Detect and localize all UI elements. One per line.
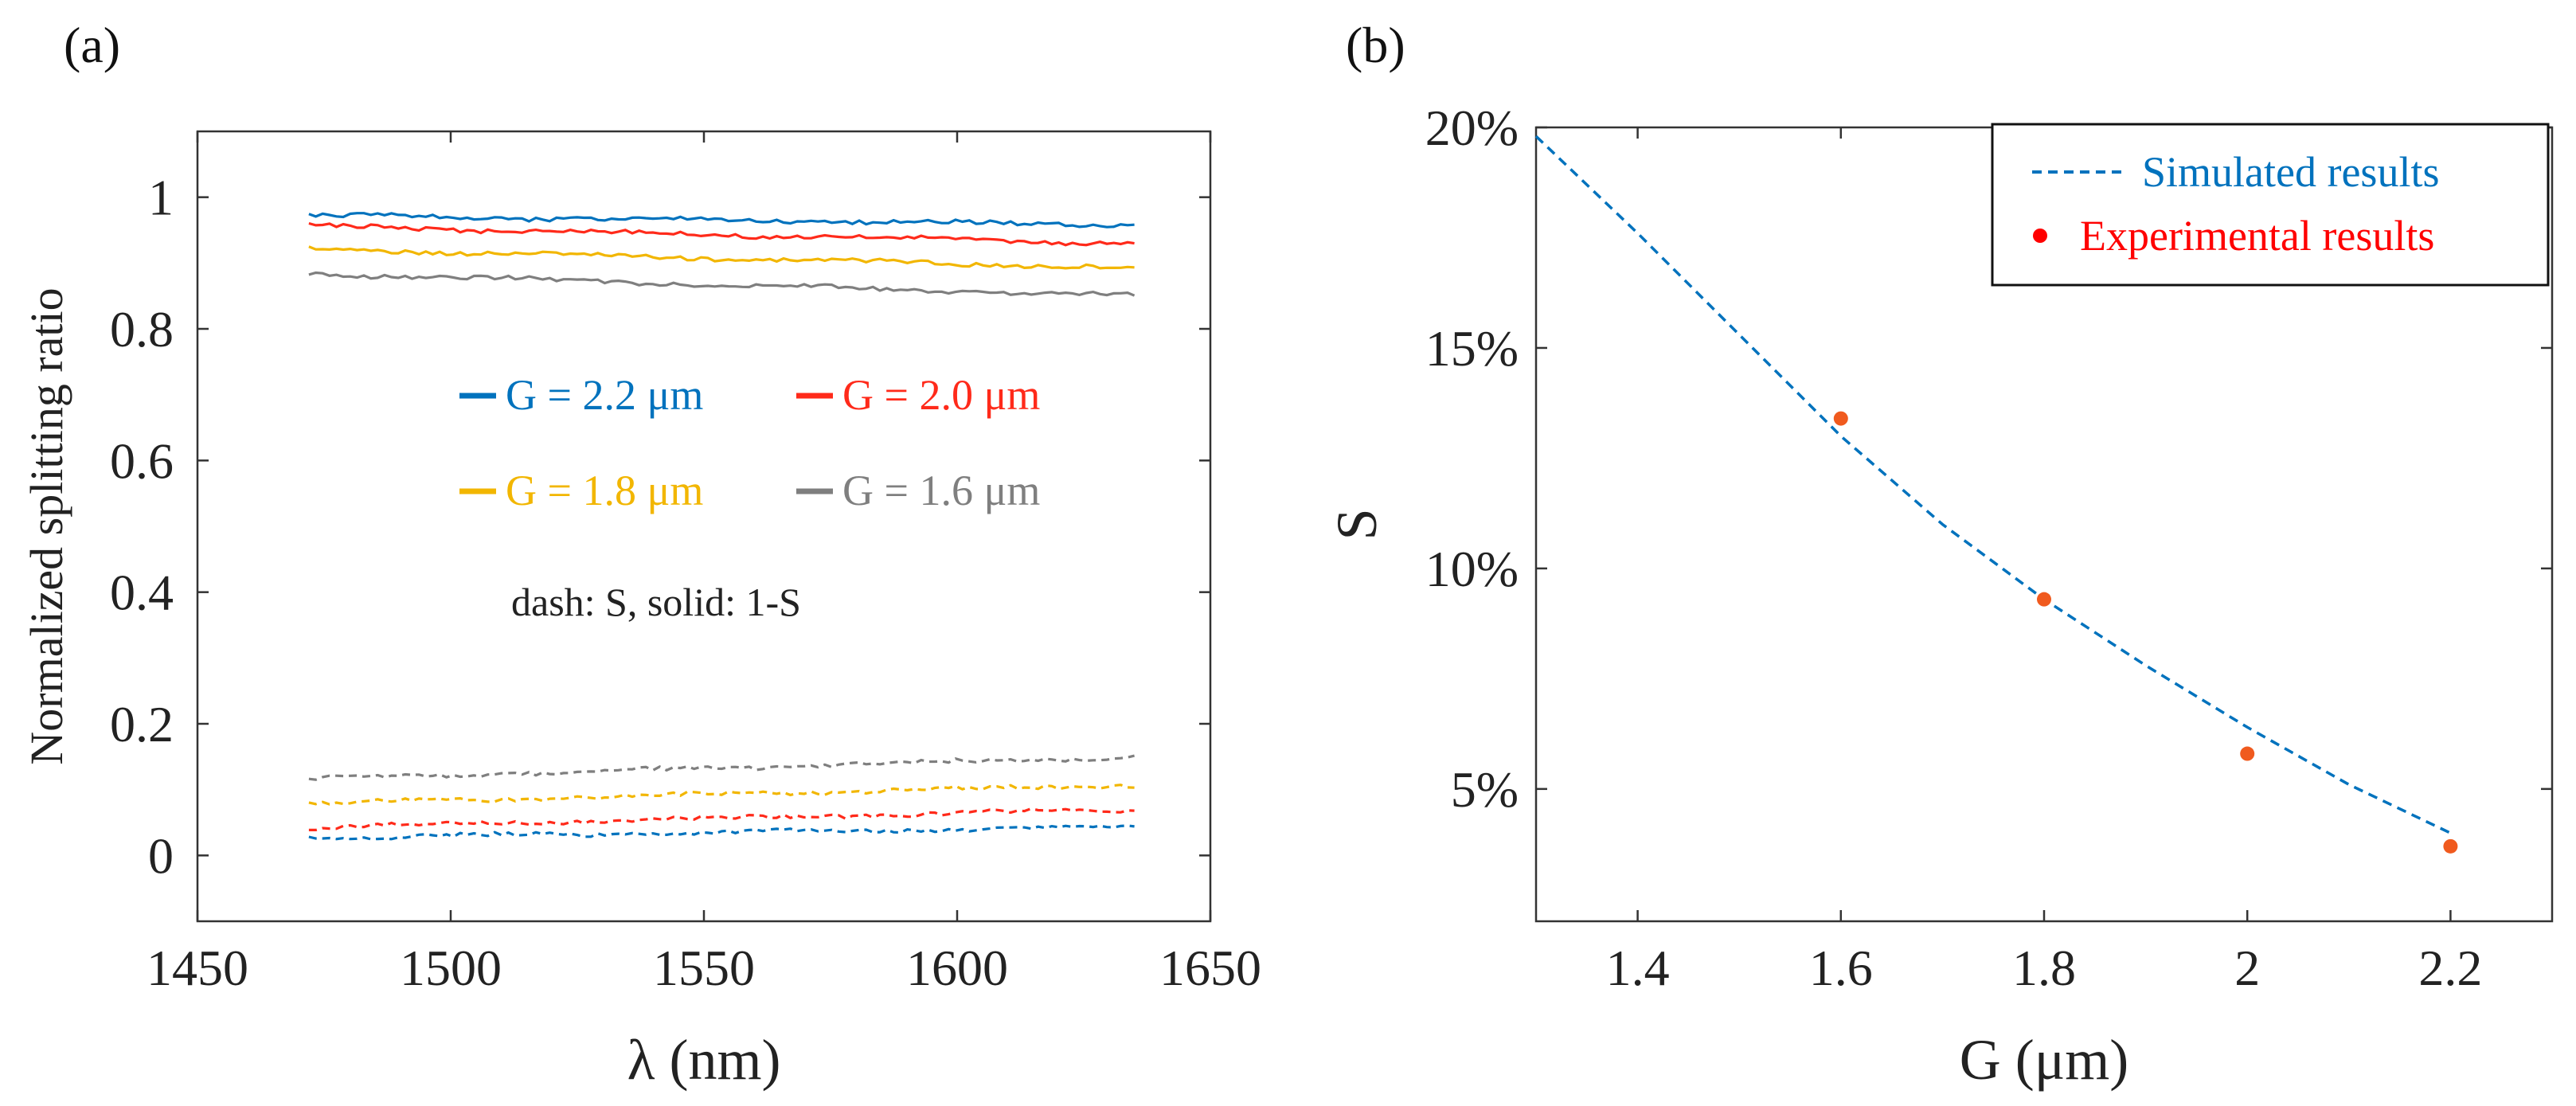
series-line-a-S-7 xyxy=(308,754,1135,781)
y-tick-label-b: 5% xyxy=(1451,761,1519,818)
x-tick-label-a: 1550 xyxy=(653,940,755,996)
annotation-a: dash: S, solid: 1-S xyxy=(511,580,801,624)
series-line-a-S-4 xyxy=(308,824,1135,841)
x-tick-label-b: 1.6 xyxy=(1809,940,1873,996)
y-tick-label-a: 0.2 xyxy=(110,696,174,752)
x-tick-label-a: 1500 xyxy=(400,940,502,996)
series-line-simulated xyxy=(1534,135,2452,834)
chart-b: 1.4 1.6 1.8 2 2.2 5% 10% 15% 20% G (μm) S Simulated… xyxy=(1325,100,2554,1092)
x-tick-label-b: 2 xyxy=(2234,940,2260,996)
legend-label-a: G = 2.0 μm xyxy=(842,371,1040,419)
x-tick-label-b: 1.8 xyxy=(2012,940,2076,996)
legend-label-a: G = 1.8 μm xyxy=(506,467,703,514)
y-tick-label-a: 1 xyxy=(148,170,174,226)
y-tick-label-a: 0.8 xyxy=(110,301,174,358)
x-tick-label-a: 1650 xyxy=(1159,940,1261,996)
series-line-a-S-5 xyxy=(308,807,1135,832)
y-tick-label-a: 0.4 xyxy=(110,565,174,621)
chart-a: 1450 1500 1550 1600 1650 0 0.2 0.4 0.6 0.8 1 λ (nm)… xyxy=(21,130,1261,1092)
series-line-a-1minusS-3 xyxy=(308,271,1136,297)
x-tick-label-b: 1.4 xyxy=(1606,940,1670,996)
x-tick-label-a: 1450 xyxy=(147,940,248,996)
y-axis-label-a: Normalized splitting ratio xyxy=(21,287,72,764)
panel-label-a: (a) xyxy=(64,17,120,73)
y-tick-label-b: 20% xyxy=(1425,100,1519,156)
data-point-experimental xyxy=(2037,592,2051,607)
data-point-experimental xyxy=(2240,746,2255,761)
legend-label-a: G = 2.2 μm xyxy=(506,371,703,419)
y-tick-label-b: 10% xyxy=(1425,541,1519,597)
legend-label-experimental: Experimental results xyxy=(2080,212,2434,260)
series-line-a-1minusS-1 xyxy=(308,221,1135,247)
y-axis-label-b: S xyxy=(1325,508,1389,540)
legend-label-simulated: Simulated results xyxy=(2142,148,2439,196)
y-tick-label-a: 0.6 xyxy=(110,432,174,489)
x-tick-label-a: 1600 xyxy=(906,940,1008,996)
data-point-experimental xyxy=(1833,411,1848,426)
series-line-a-S-6 xyxy=(308,784,1135,806)
legend-label-a: G = 1.6 μm xyxy=(842,467,1040,514)
x-axis-label-b: G (μm) xyxy=(1960,1028,2129,1092)
x-axis-label-a: λ (nm) xyxy=(627,1028,781,1092)
data-point-experimental xyxy=(2443,838,2458,854)
legend-swatch-experimental xyxy=(2033,229,2047,243)
x-tick-label-b: 2.2 xyxy=(2418,940,2482,996)
y-tick-label-b: 15% xyxy=(1425,320,1519,377)
legend-box-b xyxy=(1991,123,2550,287)
series-line-a-1minusS-0 xyxy=(308,212,1135,229)
panel-label-b: (b) xyxy=(1346,17,1405,73)
y-tick-label-a: 0 xyxy=(148,827,174,884)
series-line-a-1minusS-2 xyxy=(308,245,1135,270)
